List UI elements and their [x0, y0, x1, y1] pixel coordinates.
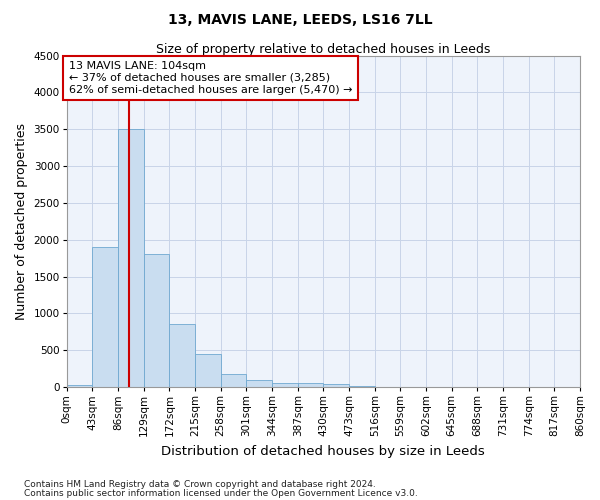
Bar [272, 382, 298, 387]
Bar [349, 386, 374, 387]
Bar [195, 354, 221, 387]
Text: Contains public sector information licensed under the Open Government Licence v3: Contains public sector information licen… [24, 488, 418, 498]
Text: 13, MAVIS LANE, LEEDS, LS16 7LL: 13, MAVIS LANE, LEEDS, LS16 7LL [167, 12, 433, 26]
Bar [298, 384, 323, 387]
Text: Contains HM Land Registry data © Crown copyright and database right 2024.: Contains HM Land Registry data © Crown c… [24, 480, 376, 489]
Bar [221, 374, 247, 387]
Bar [144, 254, 169, 387]
Bar [169, 324, 195, 387]
Title: Size of property relative to detached houses in Leeds: Size of property relative to detached ho… [156, 42, 491, 56]
Bar [67, 385, 92, 387]
Text: 13 MAVIS LANE: 104sqm
← 37% of detached houses are smaller (3,285)
62% of semi-d: 13 MAVIS LANE: 104sqm ← 37% of detached … [68, 62, 352, 94]
Bar [323, 384, 349, 387]
X-axis label: Distribution of detached houses by size in Leeds: Distribution of detached houses by size … [161, 444, 485, 458]
Bar [92, 247, 118, 387]
Bar [247, 380, 272, 387]
Y-axis label: Number of detached properties: Number of detached properties [15, 123, 28, 320]
Bar [118, 129, 144, 387]
